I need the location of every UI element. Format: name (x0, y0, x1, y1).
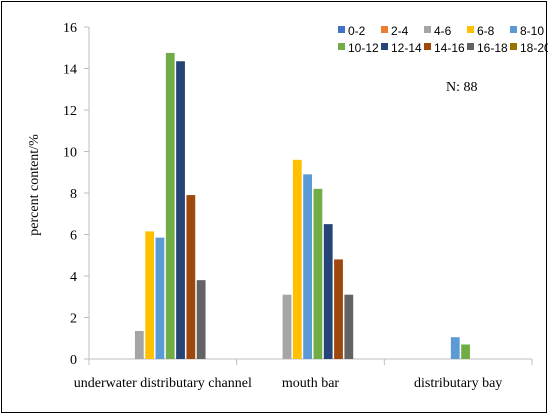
category-label: mouth bar (282, 376, 339, 391)
bar-4-6-1 (282, 294, 292, 359)
legend-label: 12-14 (391, 41, 422, 55)
legend-label: 8-10 (520, 24, 544, 38)
bar-16-18-0 (196, 280, 206, 359)
y-tick-label: 0 (70, 353, 77, 368)
bars (134, 52, 470, 360)
y-tick-label: 2 (70, 312, 77, 327)
legend-label: 4-6 (434, 24, 452, 38)
bar-6-8-0 (145, 231, 155, 359)
bar-12-14-1 (323, 224, 333, 359)
legend-swatch (424, 43, 431, 50)
bar-14-16-1 (334, 259, 343, 359)
legend-label: 16-18 (477, 41, 508, 55)
bar-10-12-0 (165, 52, 175, 359)
y-tick-label: 4 (70, 270, 77, 285)
y-axis: 0 2 4 6 8 10 12 14 16 (63, 21, 90, 368)
y-tick-label: 16 (63, 21, 77, 36)
bar-12-14-0 (176, 61, 185, 360)
bar-8-10-1 (303, 174, 312, 359)
y-axis-label: percent content/% (27, 134, 42, 236)
legend-label: 2-4 (391, 24, 409, 38)
y-tick-label: 8 (70, 187, 77, 202)
bar-16-18-1 (344, 294, 354, 359)
legend-swatch (510, 26, 517, 33)
bar-6-8-1 (292, 159, 302, 359)
legend-label: 0-2 (348, 24, 366, 38)
legend-swatch (510, 43, 517, 50)
y-tick-label: 6 (70, 229, 77, 244)
legend-label: 10-12 (348, 41, 379, 55)
bar-8-10-2 (450, 337, 460, 359)
legend-swatch (467, 26, 474, 33)
bar-10-12-2 (461, 344, 470, 359)
legend-swatch (381, 43, 388, 50)
legend-label: 6-8 (477, 24, 495, 38)
x-axis: underwater distributary channel mouth bar… (74, 358, 533, 391)
legend-swatch (338, 43, 345, 50)
legend-label: 18-20 (520, 41, 548, 55)
bar-4-6-0 (134, 330, 144, 359)
legend-swatch (424, 26, 431, 33)
legend-swatch (338, 26, 345, 33)
y-tick-label: 10 (63, 146, 77, 161)
legend-swatch (467, 43, 474, 50)
legend-label: 14-16 (434, 41, 465, 55)
y-tick-label: 14 (63, 63, 77, 78)
category-label: distributary bay (414, 376, 502, 391)
category-label: underwater distributary channel (74, 376, 252, 391)
legend: 0-2 2-4 4-6 6-8 8-10 10-12 12-14 14-16 16-18 18-2… (338, 24, 548, 55)
y-tick-label: 12 (63, 104, 77, 119)
bar-10-12-1 (313, 188, 323, 359)
bar-14-16-0 (186, 195, 196, 359)
bar-8-10-0 (155, 237, 165, 359)
legend-swatch (381, 26, 388, 33)
sample-count-annotation: N: 88 (446, 80, 478, 95)
